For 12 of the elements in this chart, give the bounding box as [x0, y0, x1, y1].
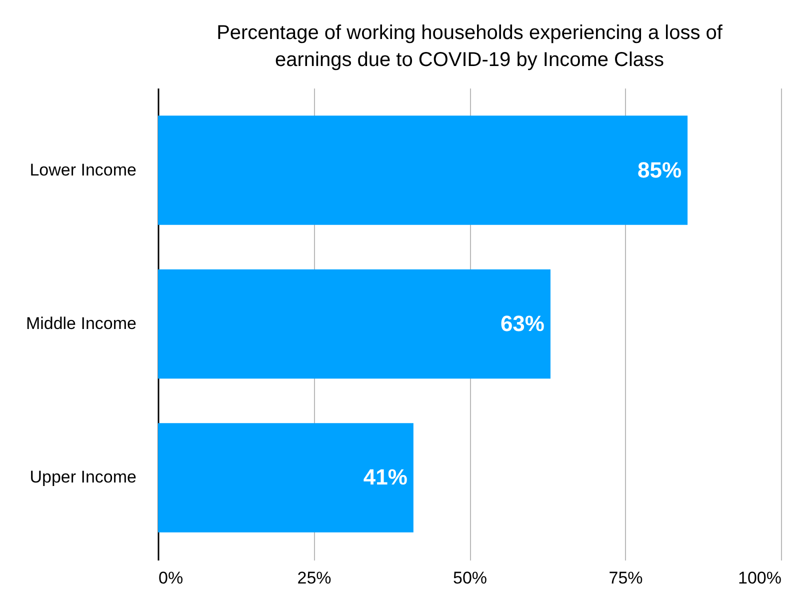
y-tick-label: Middle Income — [26, 314, 136, 333]
chart-title: Percentage of working households experiencing a loss of earnings due to COVID-19 by Income Class — [216, 22, 723, 71]
x-tick-label: 0% — [158, 568, 184, 588]
y-tick-label: Upper Income — [30, 468, 136, 487]
x-tick-label: 75% — [608, 568, 643, 588]
x-tick-label: 100% — [738, 568, 782, 588]
y-tick-label: Lower Income — [30, 160, 136, 180]
data-label: 41% — [363, 464, 408, 490]
x-tick-label: 50% — [452, 568, 488, 588]
x-tick-label: 25% — [297, 568, 332, 588]
data-label: 85% — [638, 157, 682, 182]
data-label: 63% — [500, 311, 544, 336]
